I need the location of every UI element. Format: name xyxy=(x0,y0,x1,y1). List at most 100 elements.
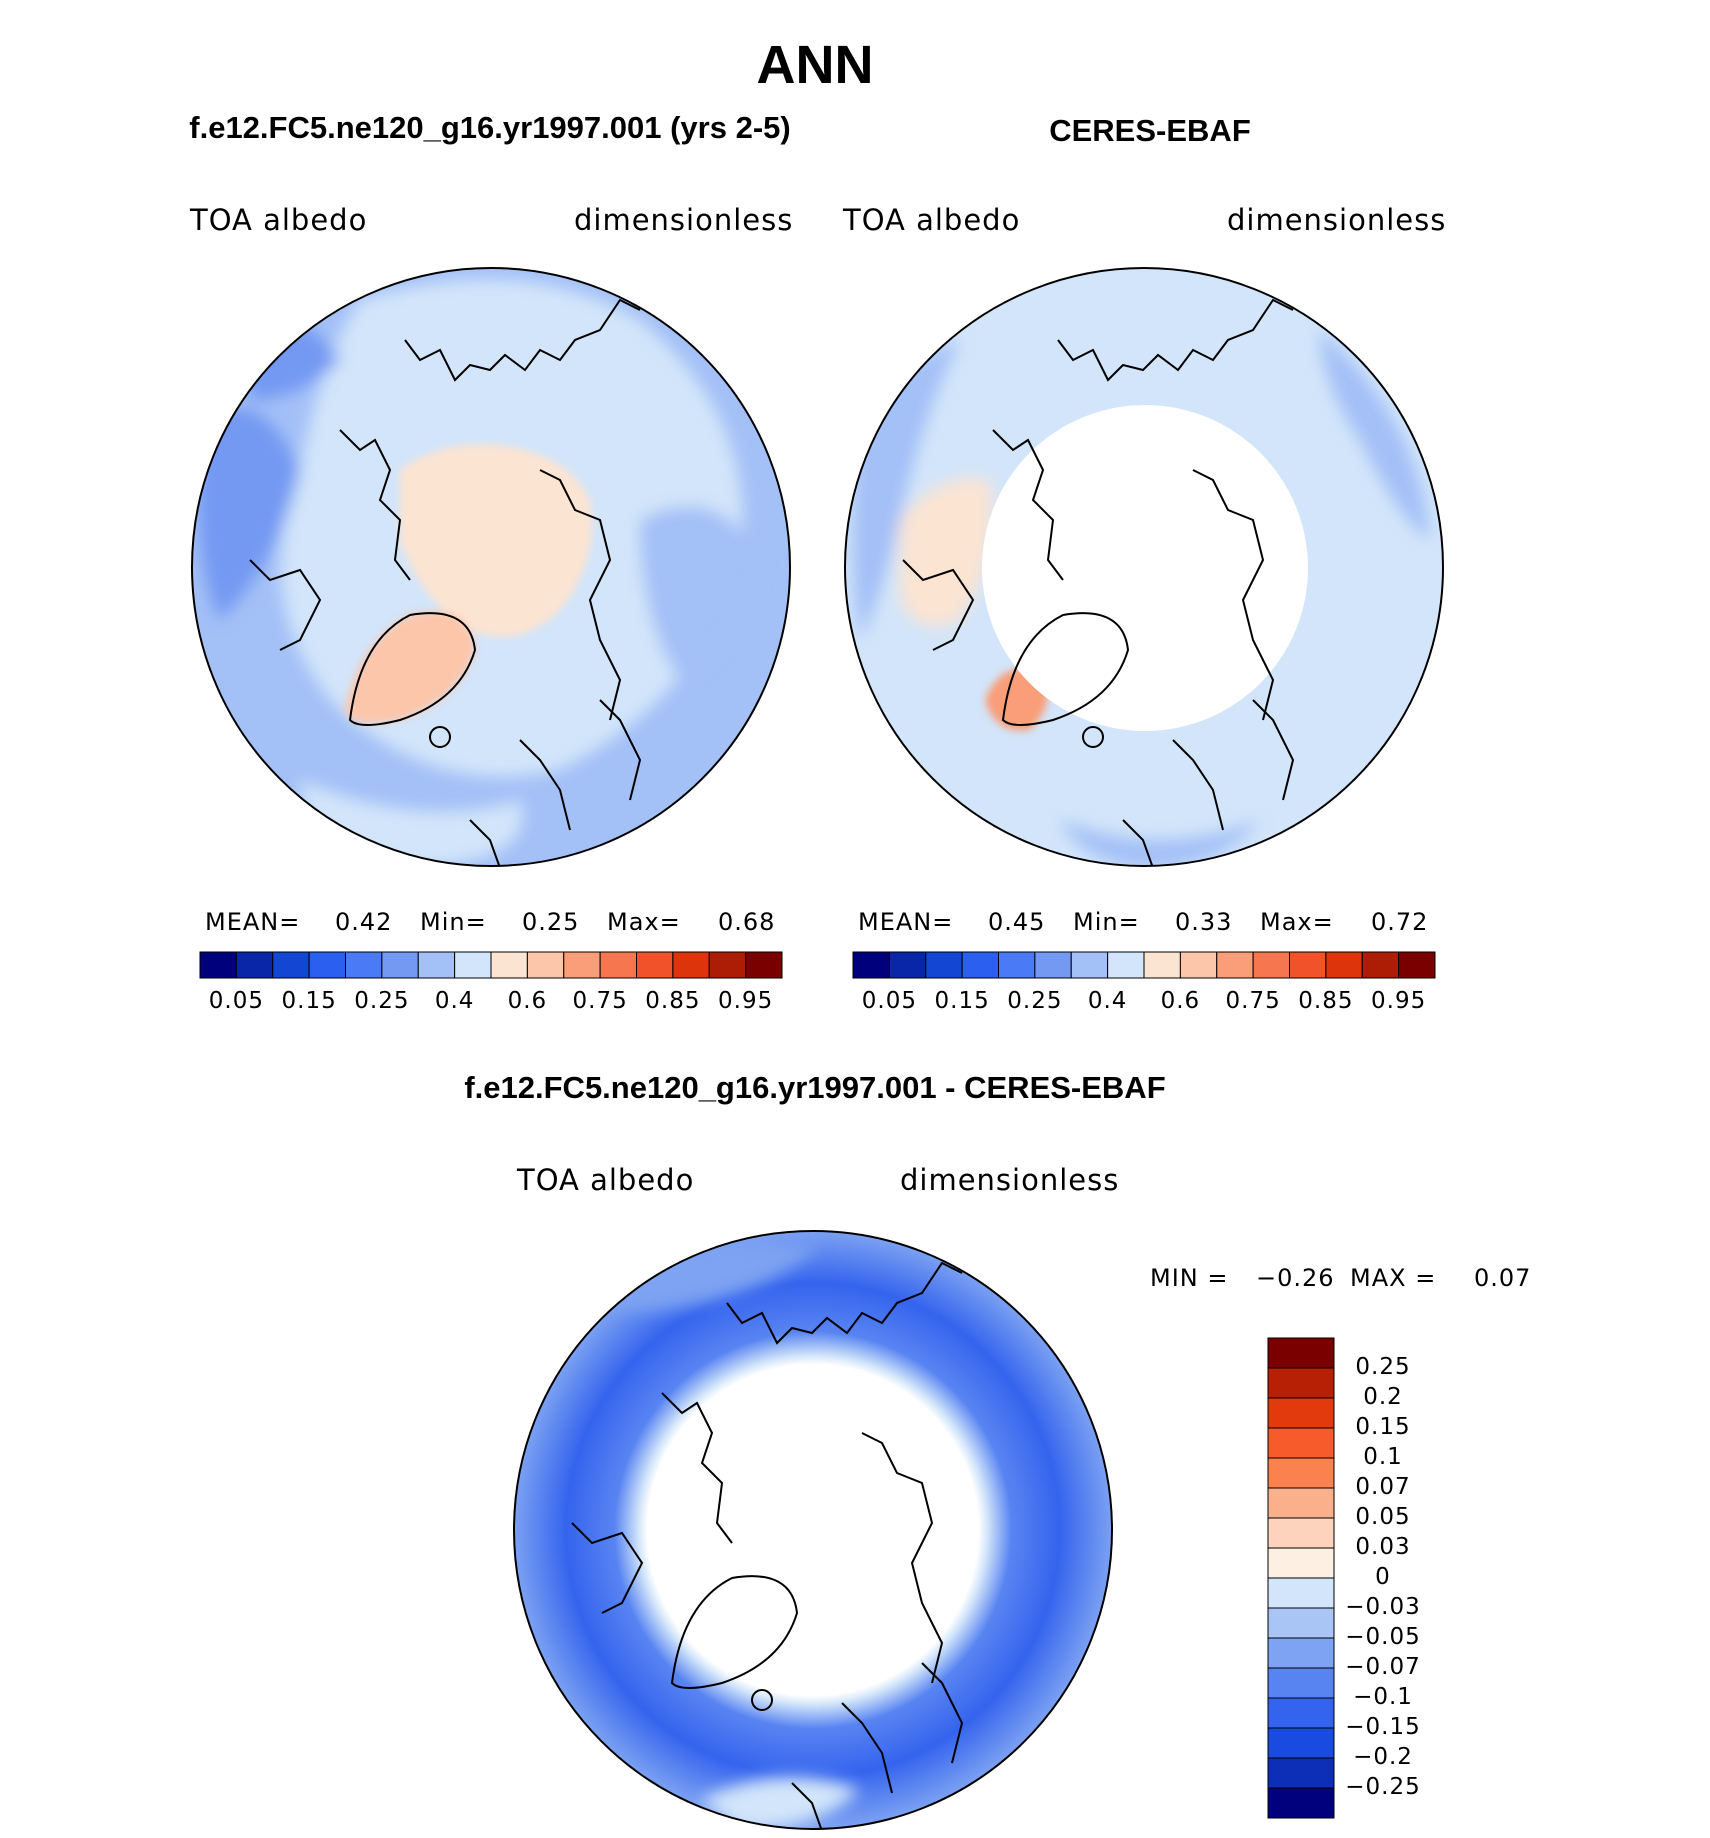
colorbar-tick-label: 0.03 xyxy=(1355,1534,1411,1560)
diff-max-label: MAX = xyxy=(1350,1264,1437,1292)
model-colorbar xyxy=(199,951,783,979)
colorbar-cell xyxy=(199,951,237,979)
obs-variable-label: TOA albedo xyxy=(843,203,1021,237)
colorbar-tick-label: 0.95 xyxy=(718,988,774,1014)
colorbar-tick-label: 0.75 xyxy=(1225,988,1281,1014)
diff-panel-title: f.e12.FC5.ne120_g16.yr1997.001 - CERES-E… xyxy=(464,1070,1166,1105)
colorbar-cell xyxy=(1267,1517,1335,1549)
colorbar-cell xyxy=(454,951,492,979)
colorbar-tick-label: 0.05 xyxy=(861,988,917,1014)
model-min-label: Min= xyxy=(420,908,487,936)
colorbar-cell xyxy=(1267,1487,1335,1519)
model-units-label: dimensionless xyxy=(574,203,794,237)
colorbar-tick-label: 0.07 xyxy=(1355,1474,1411,1500)
colorbar-tick-label: 0.25 xyxy=(1007,988,1063,1014)
model-panel-title: f.e12.FC5.ne120_g16.yr1997.001 (yrs 2-5) xyxy=(189,110,791,145)
colorbar-cell xyxy=(1267,1727,1335,1759)
colorbar-tick-label: −0.05 xyxy=(1345,1624,1421,1650)
colorbar-tick-label: −0.2 xyxy=(1353,1744,1413,1770)
colorbar-cell xyxy=(1267,1337,1335,1369)
colorbar-cell xyxy=(1107,951,1145,979)
obs-min-value: 0.33 xyxy=(1175,908,1233,936)
colorbar-cell xyxy=(1252,951,1290,979)
colorbar-tick-label: −0.25 xyxy=(1345,1774,1421,1800)
obs-max-label: Max= xyxy=(1260,908,1334,936)
colorbar-cell xyxy=(1216,951,1254,979)
colorbar-tick-label: −0.1 xyxy=(1353,1684,1413,1710)
colorbar-cell xyxy=(1267,1697,1335,1729)
colorbar-tick-label: 0.15 xyxy=(934,988,990,1014)
colorbar-tick-label: 0.85 xyxy=(645,988,701,1014)
colorbar-cell xyxy=(1267,1367,1335,1399)
colorbar-cell xyxy=(1179,951,1218,979)
figure-title: ANN xyxy=(756,35,874,95)
obs-units-label: dimensionless xyxy=(1227,203,1447,237)
obs-mean-value: 0.45 xyxy=(988,908,1046,936)
obs-polar-map xyxy=(844,267,1444,867)
colorbar-cell xyxy=(417,951,456,979)
colorbar-cell xyxy=(1034,951,1072,979)
colorbar-cell xyxy=(925,951,963,979)
colorbar-cell xyxy=(1070,951,1109,979)
colorbar-cell xyxy=(1267,1457,1335,1489)
colorbar-cell xyxy=(1267,1757,1335,1789)
colorbar-cell xyxy=(381,951,419,979)
colorbar-tick-label: 0.4 xyxy=(1087,988,1128,1014)
colorbar-cell xyxy=(563,951,601,979)
obs-panel-title: CERES-EBAF xyxy=(1049,113,1251,148)
colorbar-cell xyxy=(1361,951,1400,979)
obs-colorbar xyxy=(852,951,1436,979)
colorbar-tick-label: 0.85 xyxy=(1298,988,1354,1014)
colorbar-cell xyxy=(636,951,674,979)
colorbar-cell xyxy=(490,951,528,979)
colorbar-cell xyxy=(526,951,565,979)
colorbar-tick-label: 0 xyxy=(1375,1564,1391,1590)
colorbar-tick-label: −0.07 xyxy=(1345,1654,1421,1680)
colorbar-cell xyxy=(1398,951,1436,979)
colorbar-tick-label: −0.03 xyxy=(1345,1594,1421,1620)
diff-max-value: 0.07 xyxy=(1474,1264,1532,1292)
colorbar-cell xyxy=(1267,1427,1335,1459)
colorbar-cell xyxy=(272,951,310,979)
colorbar-cell xyxy=(1267,1787,1335,1819)
colorbar-tick-label: 0.6 xyxy=(1160,988,1201,1014)
diff-polar-map xyxy=(513,1230,1113,1830)
colorbar-tick-label: 0.75 xyxy=(572,988,628,1014)
colorbar-cell xyxy=(1267,1607,1335,1639)
colorbar-tick-label: 0.15 xyxy=(281,988,337,1014)
colorbar-tick-label: 0.05 xyxy=(1355,1504,1411,1530)
model-max-label: Max= xyxy=(607,908,681,936)
colorbar-cell xyxy=(708,951,747,979)
colorbar-cell xyxy=(672,951,710,979)
model-polar-map xyxy=(191,267,791,867)
diff-min-label: MIN = xyxy=(1150,1264,1229,1292)
colorbar-cell xyxy=(1267,1637,1335,1669)
colorbar-tick-label: 0.95 xyxy=(1371,988,1427,1014)
colorbar-cell xyxy=(1267,1397,1335,1429)
model-mean-value: 0.42 xyxy=(335,908,393,936)
colorbar-cell xyxy=(998,951,1036,979)
colorbar-cell xyxy=(852,951,890,979)
model-variable-label: TOA albedo xyxy=(190,203,368,237)
colorbar-tick-label: 0.15 xyxy=(1355,1414,1411,1440)
model-min-value: 0.25 xyxy=(522,908,580,936)
colorbar-cell xyxy=(1267,1667,1335,1699)
diff-variable-label: TOA albedo xyxy=(517,1163,695,1197)
colorbar-tick-label: −0.15 xyxy=(1345,1714,1421,1740)
model-max-value: 0.68 xyxy=(718,908,776,936)
diff-min-value: −0.26 xyxy=(1256,1264,1335,1292)
colorbar-tick-label: 0.1 xyxy=(1363,1444,1403,1470)
colorbar-tick-label: 0.2 xyxy=(1363,1384,1403,1410)
colorbar-tick-label: 0.4 xyxy=(434,988,475,1014)
colorbar-tick-label: 0.25 xyxy=(1355,1354,1411,1380)
colorbar-tick-label: 0.6 xyxy=(507,988,548,1014)
diff-colorbar xyxy=(1267,1337,1335,1819)
colorbar-cell xyxy=(1267,1547,1335,1579)
colorbar-cell xyxy=(1289,951,1327,979)
colorbar-tick-label: 0.25 xyxy=(354,988,410,1014)
model-mean-label: MEAN= xyxy=(205,908,301,936)
colorbar-cell xyxy=(345,951,383,979)
colorbar-cell xyxy=(235,951,274,979)
colorbar-cell xyxy=(961,951,999,979)
